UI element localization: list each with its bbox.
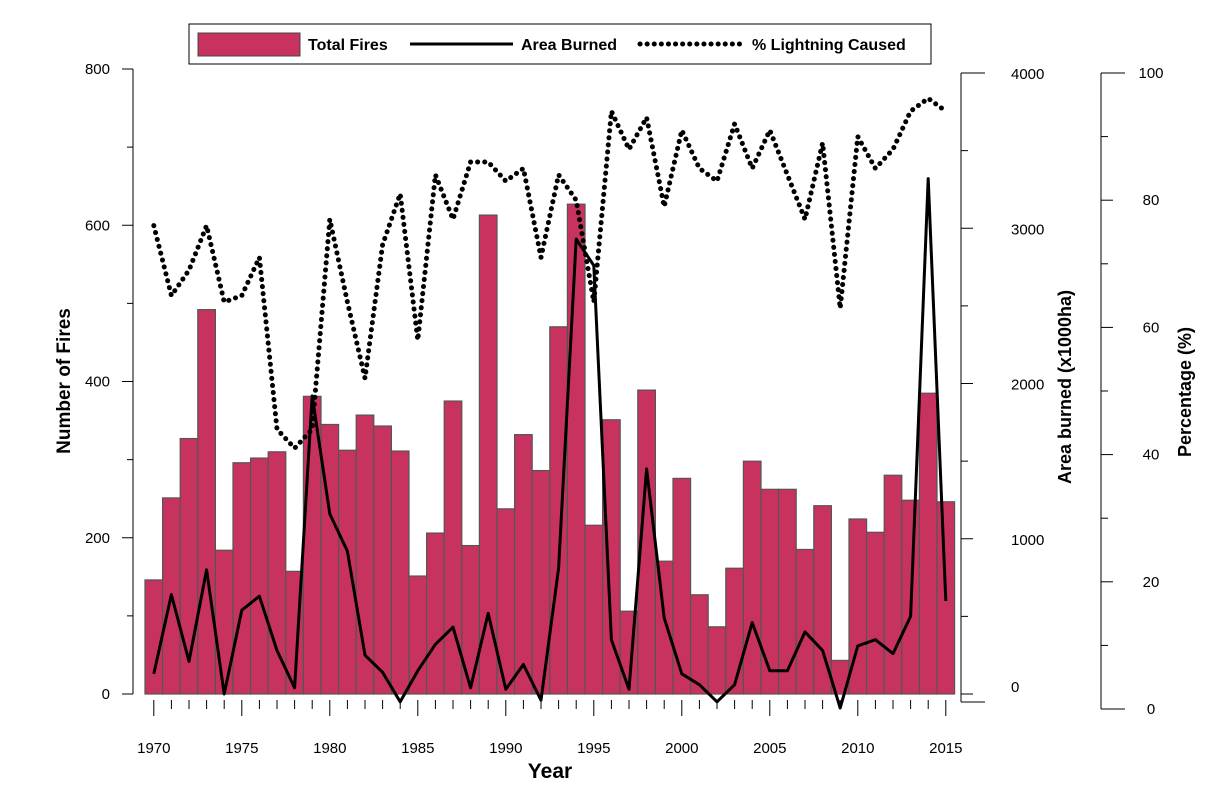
x-tick-label-2000: 2000 (665, 740, 698, 757)
bar-1983 (373, 425, 392, 695)
line-lightning-percent (151, 95, 949, 451)
bar-1976 (250, 457, 269, 695)
bar-2000 (672, 477, 692, 695)
y-tick-label-area-1000: 1000 (1011, 532, 1044, 549)
y-tick-label-percent-60: 60 (1143, 319, 1160, 336)
bar-1981 (338, 449, 357, 695)
bar-1985 (408, 575, 428, 695)
bar-1991 (513, 434, 533, 695)
bar-1977 (267, 451, 287, 695)
bar-1975 (232, 462, 252, 695)
x-tick-label-1975: 1975 (225, 740, 258, 757)
y-tick-label-percent-40: 40 (1143, 447, 1160, 464)
x-tick-label-2015: 2015 (929, 740, 962, 757)
legend-label-total-fires: Total Fires (308, 37, 388, 54)
y-tick-label-area-2000: 2000 (1011, 377, 1044, 394)
bar-2002 (707, 626, 727, 695)
x-tick-label-2010: 2010 (841, 740, 874, 757)
legend-swatch-total-fires (197, 32, 301, 57)
y-tick-label-percent-100: 100 (1138, 65, 1163, 82)
y-axis-title-percent: Percentage (%) (1175, 327, 1195, 457)
bar-1973 (197, 309, 217, 695)
axes-layer: 0 200 400 600 800 0 1000 2000 3000 4000 0 20 40 60 80 1… (85, 61, 1164, 757)
y-tick-label-percent-0: 0 (1147, 701, 1155, 718)
bar-1993 (549, 326, 568, 695)
x-axis-title: Year (528, 760, 572, 783)
bar-2005 (760, 488, 780, 695)
y-tick-label-area-4000: 4000 (1011, 66, 1044, 83)
x-tick-label-1980: 1980 (313, 740, 346, 757)
y-tick-label-fires-400: 400 (85, 374, 110, 391)
legend-label-area-burned: Area Burned (521, 37, 617, 54)
legend-label-lightning: % Lightning Caused (752, 37, 906, 54)
x-tick-label-1970: 1970 (137, 740, 170, 757)
bar-1989 (478, 214, 498, 695)
y-tick-label-percent-20: 20 (1143, 574, 1160, 591)
bar-2011 (865, 531, 885, 695)
line-area-burned (152, 177, 948, 710)
bar-1994 (566, 203, 586, 695)
bar-2014 (918, 392, 938, 695)
x-tick-label-1995: 1995 (577, 740, 610, 757)
x-tick-label-2005: 2005 (753, 740, 786, 757)
y-tick-label-area-3000: 3000 (1011, 221, 1044, 238)
bar-1974 (214, 549, 234, 695)
lines-layer (151, 95, 949, 710)
bar-2001 (689, 594, 709, 695)
bar-2006 (777, 488, 797, 695)
bar-1986 (426, 532, 445, 695)
legend: Total Fires Area Burned % Lightning Caus… (188, 23, 932, 65)
bar-1999 (654, 560, 674, 695)
x-tick-label-1990: 1990 (489, 740, 522, 757)
legend-box (188, 23, 932, 65)
bar-2003 (725, 567, 744, 695)
bar-2007 (795, 548, 815, 695)
y-axis-title-area: Area burned (x1000ha) (1055, 290, 1075, 484)
y-tick-label-fires-0: 0 (102, 686, 110, 703)
y-tick-label-fires-200: 200 (85, 530, 110, 547)
y-tick-label-fires-600: 600 (85, 217, 110, 234)
y-tick-label-area-0: 0 (1011, 679, 1019, 696)
y-tick-label-fires-800: 800 (85, 61, 110, 78)
bar-2012 (883, 474, 903, 695)
y-axis-title-fires: Number of Fires (54, 308, 75, 454)
bar-1970 (144, 579, 164, 695)
bar-2004 (742, 460, 762, 695)
y-tick-label-percent-80: 80 (1143, 192, 1160, 209)
bar-1996 (601, 419, 621, 695)
bar-1995 (584, 524, 604, 695)
bar-1984 (390, 450, 410, 695)
x-tick-label-1985: 1985 (401, 740, 434, 757)
